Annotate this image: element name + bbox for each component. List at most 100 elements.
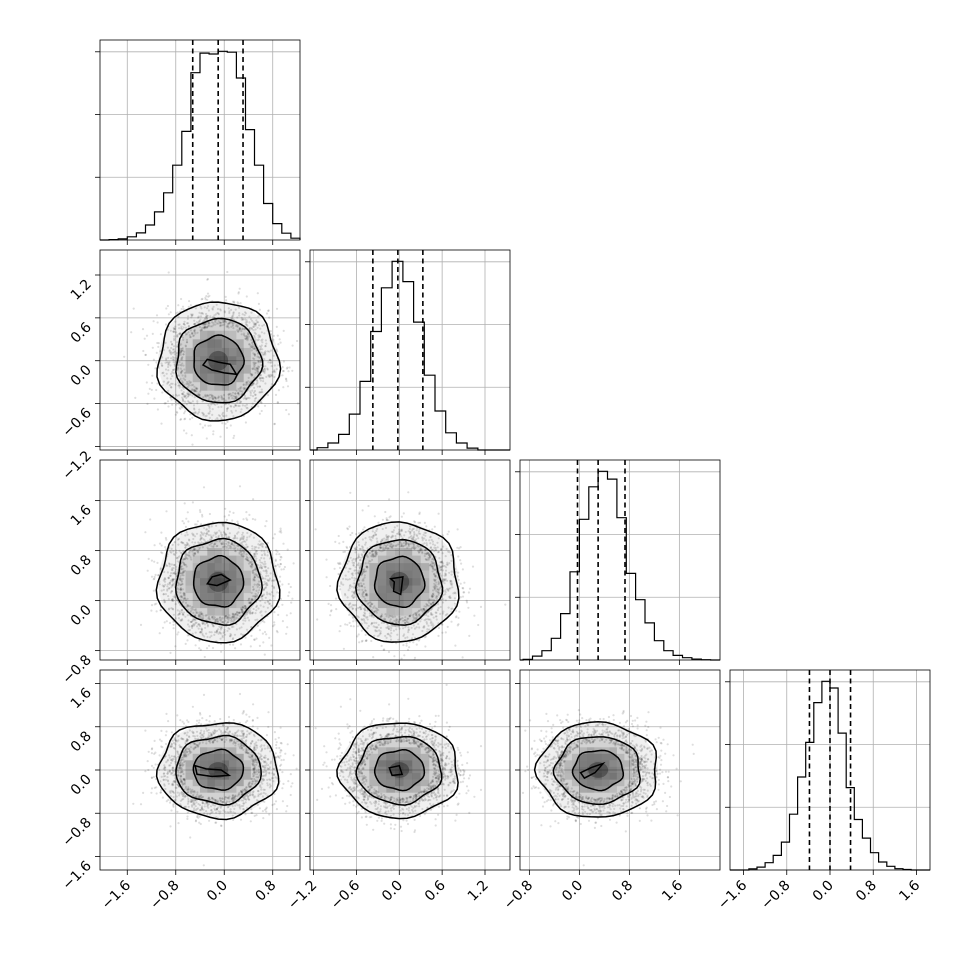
scatter-point	[181, 392, 184, 395]
density-cell	[229, 563, 237, 571]
scatter-point	[193, 407, 196, 410]
scatter-point	[244, 619, 247, 622]
scatter-point	[232, 637, 235, 640]
scatter-point	[199, 808, 202, 812]
scatter-point	[404, 626, 407, 629]
scatter-point	[240, 386, 243, 389]
density-cell	[386, 608, 395, 616]
scatter-point	[147, 392, 150, 395]
scatter-point	[224, 545, 227, 548]
scatter-point	[203, 635, 206, 638]
scatter-point	[149, 518, 152, 521]
scatter-point	[219, 799, 222, 802]
scatter-point	[411, 546, 414, 549]
scatter-point	[236, 301, 239, 304]
scatter-point	[228, 800, 231, 803]
scatter-point	[198, 821, 201, 824]
scatter-point	[172, 552, 175, 556]
scatter-point	[230, 797, 233, 800]
scatter-point	[157, 345, 160, 348]
scatter-point	[171, 567, 174, 570]
scatter-point	[212, 625, 215, 628]
scatter-point	[171, 782, 174, 785]
scatter-point	[440, 561, 443, 564]
scatter-point	[354, 547, 357, 551]
scatter-point	[162, 778, 165, 782]
scatter-point	[237, 404, 240, 407]
scatter-point	[194, 412, 197, 415]
scatter-point	[404, 543, 407, 546]
scatter-point	[407, 631, 410, 634]
scatter-point	[398, 617, 401, 621]
scatter-point	[364, 597, 367, 601]
scatter-point	[180, 737, 183, 740]
scatter-point	[156, 382, 159, 385]
scatter-point	[205, 317, 208, 320]
scatter-point	[185, 531, 188, 534]
scatter-point	[188, 750, 191, 753]
scatter-point	[407, 629, 410, 632]
scatter-point	[275, 743, 278, 747]
scatter-point	[202, 735, 205, 738]
scatter-point	[166, 381, 170, 384]
scatter-point	[217, 628, 220, 631]
scatter-point	[180, 577, 183, 580]
scatter-point	[208, 735, 212, 738]
scatter-point	[263, 774, 266, 777]
scatter-point	[245, 713, 248, 716]
scatter-point	[437, 626, 441, 630]
scatter-point	[170, 789, 173, 793]
scatter-point	[199, 390, 202, 393]
scatter-point	[374, 607, 377, 610]
scatter-point	[425, 558, 428, 561]
scatter-point	[265, 734, 268, 737]
scatter-point	[359, 563, 362, 566]
scatter-point	[256, 594, 259, 597]
scatter-point	[253, 638, 256, 641]
scatter-point	[134, 396, 137, 399]
scatter-point	[206, 314, 209, 317]
scatter-point	[185, 605, 188, 608]
scatter-point	[215, 532, 218, 535]
scatter-point	[260, 786, 263, 789]
density-cell	[395, 563, 404, 571]
scatter-point	[227, 514, 231, 517]
scatter-point	[229, 547, 233, 550]
scatter-point	[253, 575, 256, 579]
scatter-point	[440, 574, 443, 577]
scatter-point	[261, 810, 264, 813]
scatter-point	[453, 597, 456, 600]
scatter-point	[225, 426, 229, 429]
scatter-point	[385, 546, 388, 549]
scatter-point	[365, 639, 368, 642]
scatter-point	[241, 540, 244, 544]
scatter-point	[391, 535, 395, 538]
density-cell	[214, 570, 222, 579]
scatter-point	[325, 558, 328, 561]
scatter-point	[432, 566, 435, 569]
scatter-point	[261, 775, 264, 778]
scatter-point	[177, 384, 180, 387]
scatter-point	[190, 609, 193, 612]
scatter-point	[193, 618, 196, 621]
scatter-point	[389, 615, 393, 618]
scatter-point	[412, 527, 415, 530]
scatter-point	[285, 810, 288, 813]
scatter-point	[253, 376, 256, 379]
scatter-point	[189, 335, 192, 339]
scatter-point	[366, 566, 369, 569]
scatter-point	[205, 742, 208, 745]
scatter-point	[377, 521, 380, 524]
scatter-point	[292, 754, 295, 757]
scatter-point	[202, 795, 205, 798]
scatter-point	[348, 567, 351, 570]
scatter-point	[212, 546, 215, 549]
scatter-point	[371, 622, 374, 625]
scatter-point	[185, 556, 188, 560]
scatter-point	[429, 613, 432, 616]
scatter-point	[363, 619, 366, 622]
scatter-point	[437, 551, 440, 554]
scatter-point	[272, 773, 276, 777]
scatter-point	[233, 537, 236, 540]
scatter-point	[200, 807, 203, 810]
